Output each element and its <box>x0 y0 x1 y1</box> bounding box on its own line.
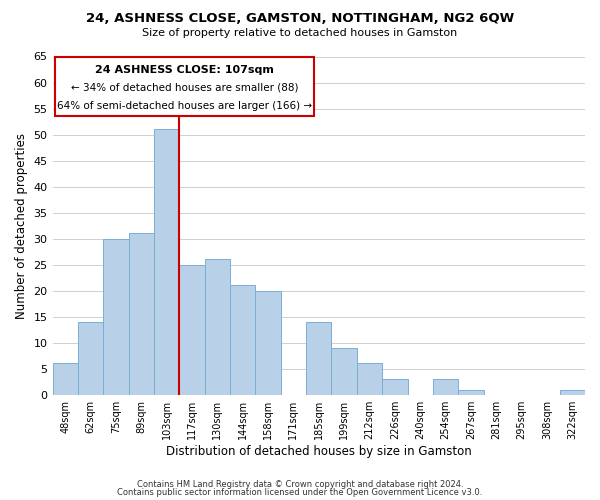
Bar <box>154 130 179 394</box>
Bar <box>256 290 281 395</box>
Text: Contains public sector information licensed under the Open Government Licence v3: Contains public sector information licen… <box>118 488 482 497</box>
Text: ← 34% of detached houses are smaller (88): ← 34% of detached houses are smaller (88… <box>71 82 298 92</box>
Bar <box>382 379 407 394</box>
Bar <box>306 322 331 394</box>
Bar <box>230 286 256 395</box>
Text: Contains HM Land Registry data © Crown copyright and database right 2024.: Contains HM Land Registry data © Crown c… <box>137 480 463 489</box>
Text: Size of property relative to detached houses in Gamston: Size of property relative to detached ho… <box>142 28 458 38</box>
Text: 24, ASHNESS CLOSE, GAMSTON, NOTTINGHAM, NG2 6QW: 24, ASHNESS CLOSE, GAMSTON, NOTTINGHAM, … <box>86 12 514 26</box>
Text: 64% of semi-detached houses are larger (166) →: 64% of semi-detached houses are larger (… <box>57 101 312 111</box>
Bar <box>331 348 357 395</box>
Bar <box>458 390 484 394</box>
Bar <box>357 364 382 394</box>
Text: 24 ASHNESS CLOSE: 107sqm: 24 ASHNESS CLOSE: 107sqm <box>95 64 274 74</box>
Bar <box>560 390 585 394</box>
Bar <box>128 234 154 394</box>
Bar <box>433 379 458 394</box>
Bar <box>78 322 103 394</box>
FancyBboxPatch shape <box>55 56 314 116</box>
Y-axis label: Number of detached properties: Number of detached properties <box>15 132 28 318</box>
Bar <box>205 260 230 394</box>
X-axis label: Distribution of detached houses by size in Gamston: Distribution of detached houses by size … <box>166 444 472 458</box>
Bar <box>103 238 128 394</box>
Bar <box>53 364 78 394</box>
Bar <box>179 264 205 394</box>
